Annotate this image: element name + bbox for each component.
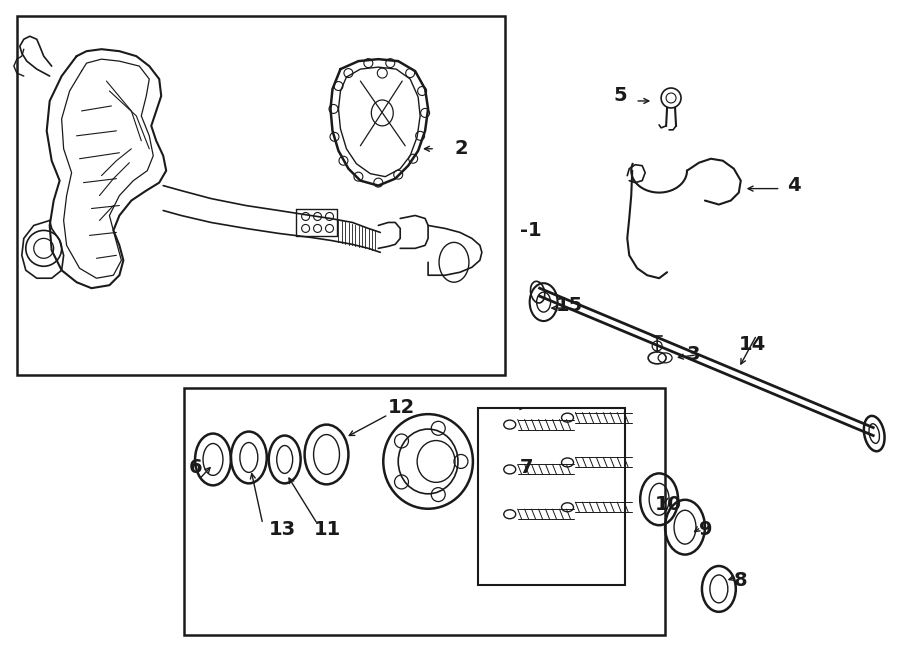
Text: 11: 11 xyxy=(313,520,341,539)
Text: 6: 6 xyxy=(189,458,202,477)
Text: 3: 3 xyxy=(687,346,700,364)
Text: 10: 10 xyxy=(655,495,682,514)
Text: 4: 4 xyxy=(787,176,800,195)
Bar xyxy=(184,388,665,635)
Text: 14: 14 xyxy=(739,336,766,354)
Bar xyxy=(17,17,505,375)
Text: 7: 7 xyxy=(519,458,533,477)
Text: 12: 12 xyxy=(388,398,416,417)
Text: 8: 8 xyxy=(734,571,747,591)
Text: 13: 13 xyxy=(269,520,296,539)
Text: 5: 5 xyxy=(613,87,627,105)
Bar xyxy=(478,408,626,585)
Text: 15: 15 xyxy=(555,296,583,314)
Text: -1: -1 xyxy=(519,221,541,240)
Text: 9: 9 xyxy=(699,520,713,539)
Text: 2: 2 xyxy=(455,139,469,158)
